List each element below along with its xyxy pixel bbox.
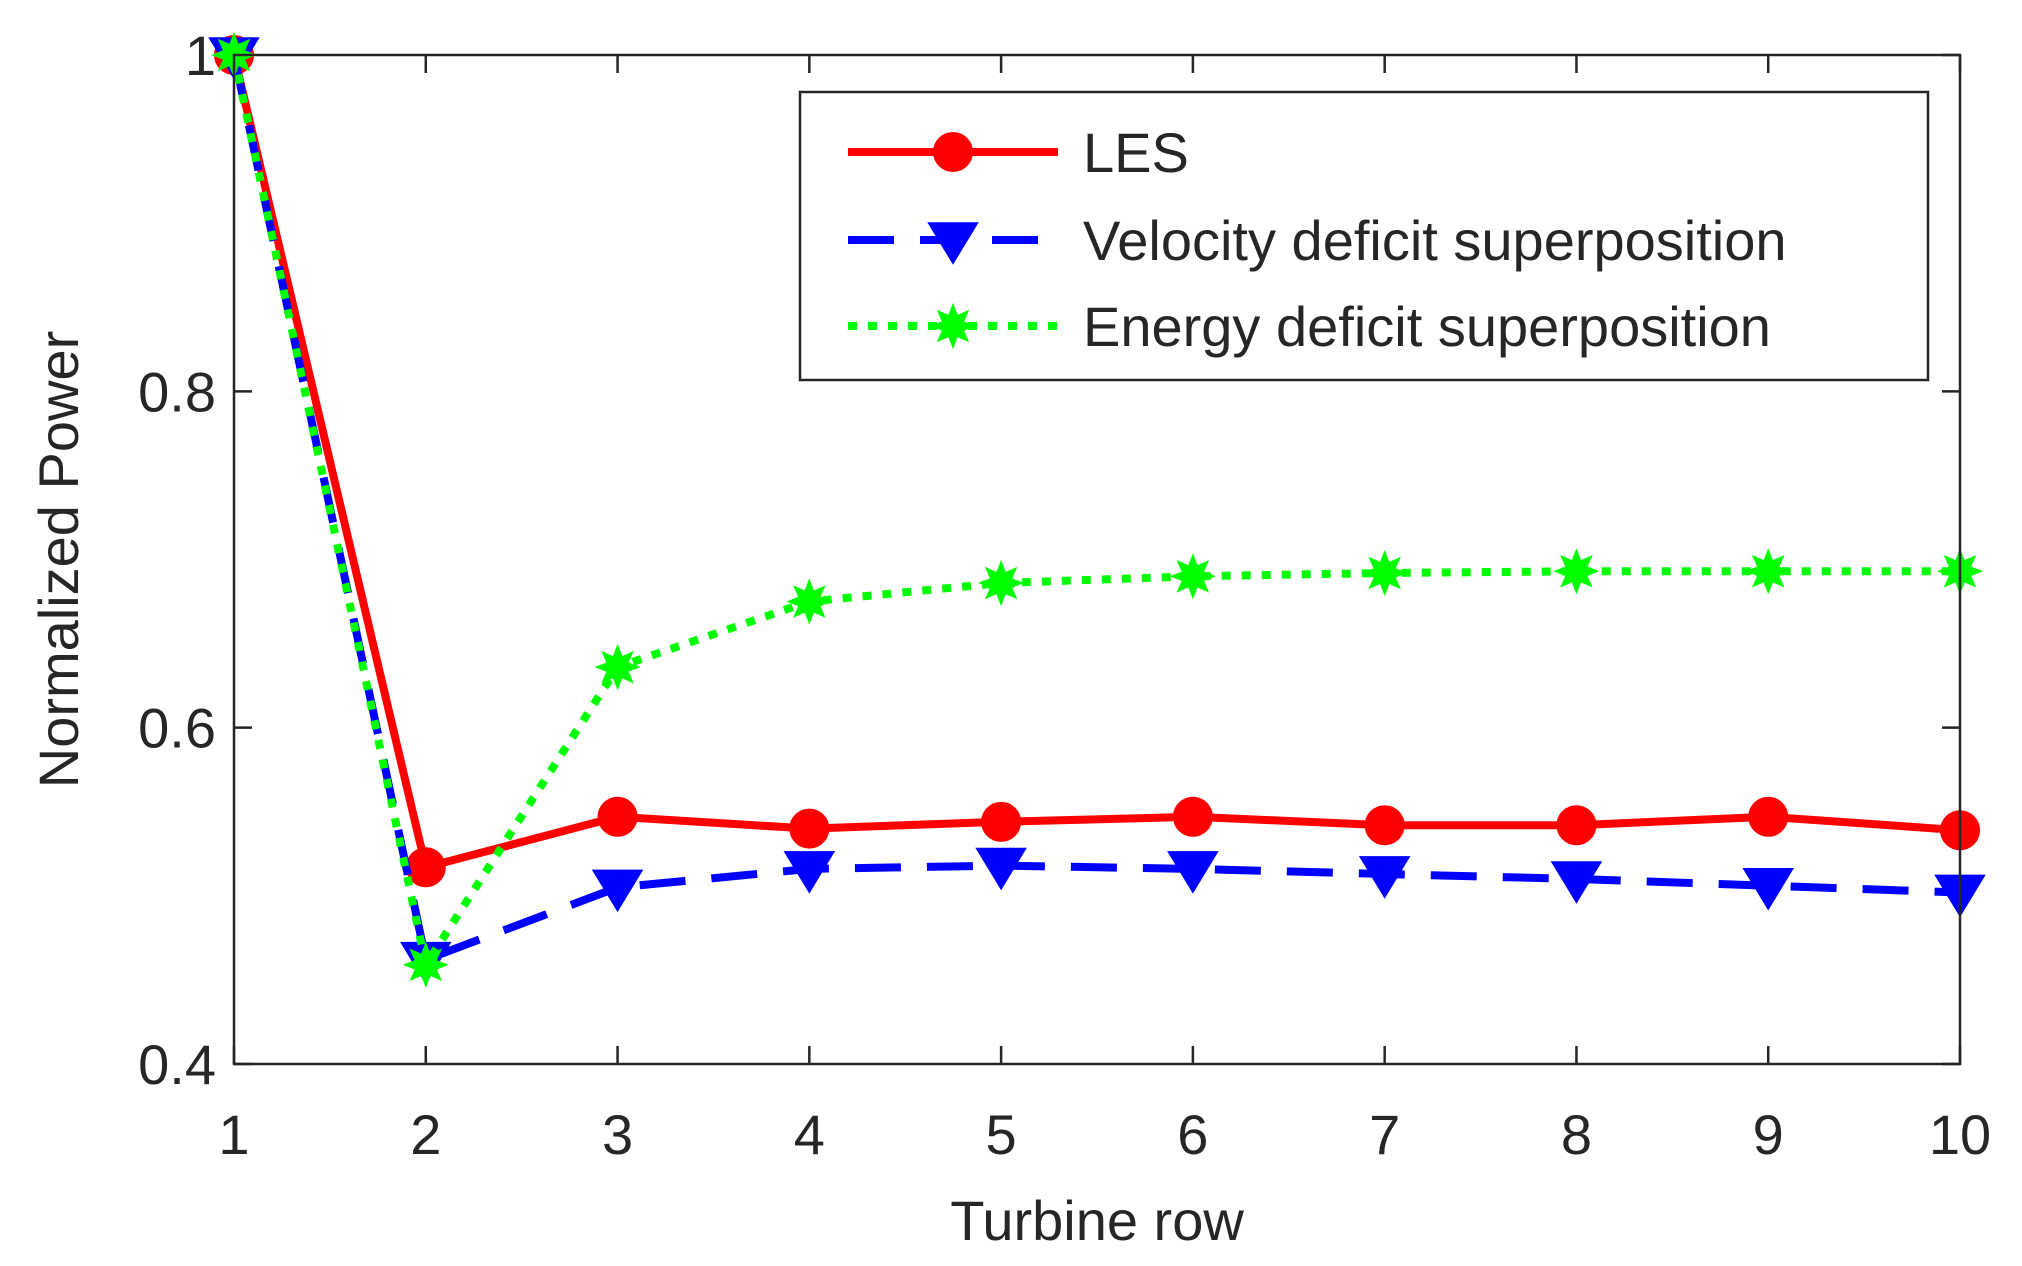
data-point (597, 796, 638, 837)
legend-marker (929, 302, 977, 350)
tick-labels: 1 2 3 4 5 6 7 8 9 10 0.4 0.6 0.8 1 (138, 24, 1991, 1166)
legend-label: Velocity deficit superposition (1083, 209, 1787, 272)
data-point (978, 559, 1025, 607)
y-tick-label: 0.4 (138, 1033, 216, 1096)
x-tick-label: 6 (1177, 1103, 1208, 1166)
legend-label: Energy deficit superposition (1083, 295, 1771, 358)
data-point (402, 941, 449, 988)
data-point (1748, 796, 1789, 837)
x-tick-label: 2 (410, 1103, 441, 1166)
data-point (1553, 548, 1600, 595)
data-point (1742, 867, 1794, 911)
series-line (230, 54, 1960, 969)
x-tick-label: 1 (218, 1103, 249, 1166)
data-point (789, 808, 830, 849)
legend-entry: Energy deficit superposition (848, 295, 1771, 358)
data-point (405, 847, 446, 888)
x-tick-label: 10 (1929, 1103, 1991, 1166)
y-tick-label: 0.8 (138, 360, 216, 423)
legend-entry: LES (848, 121, 1189, 184)
x-tick-label: 5 (986, 1103, 1017, 1166)
legend-marker (927, 222, 979, 265)
axes-frame (232, 53, 1962, 1066)
x-tick-label: 7 (1369, 1103, 1400, 1166)
x-tick-label: 4 (794, 1103, 825, 1166)
data-point (594, 644, 641, 691)
series-line (230, 54, 1961, 964)
data-point (1745, 548, 1792, 595)
data-point (1550, 861, 1603, 904)
legend-label: LES (1083, 121, 1189, 184)
series-energy-deficit-superposition (210, 31, 1984, 988)
series-layer (208, 31, 1986, 988)
data-point (591, 869, 644, 913)
y-tick-label: 0.6 (138, 697, 216, 760)
legend-box (798, 90, 1930, 382)
data-point (1167, 851, 1219, 894)
legend: LES Velocity deficit superposition Energy … (798, 90, 1930, 382)
data-point (1358, 856, 1411, 899)
data-point (1361, 549, 1408, 597)
x-tick-label: 9 (1753, 1103, 1784, 1166)
y-tick-label: 1 (185, 24, 216, 87)
x-axis-label: Turbine row (950, 1189, 1244, 1252)
x-tick-label: 3 (602, 1103, 633, 1166)
data-point (975, 847, 1027, 891)
data-point (1364, 805, 1405, 846)
data-point (1556, 805, 1597, 846)
data-point (981, 801, 1022, 842)
series-line (230, 54, 1961, 872)
x-tick-label: 8 (1561, 1103, 1592, 1166)
legend-entry: Velocity deficit superposition (848, 209, 1787, 272)
data-point (1169, 553, 1216, 600)
data-point (786, 578, 833, 625)
data-point (1172, 796, 1213, 837)
data-point (783, 851, 836, 894)
y-axis-label: Normalized Power (27, 331, 90, 789)
legend-marker (933, 132, 973, 172)
